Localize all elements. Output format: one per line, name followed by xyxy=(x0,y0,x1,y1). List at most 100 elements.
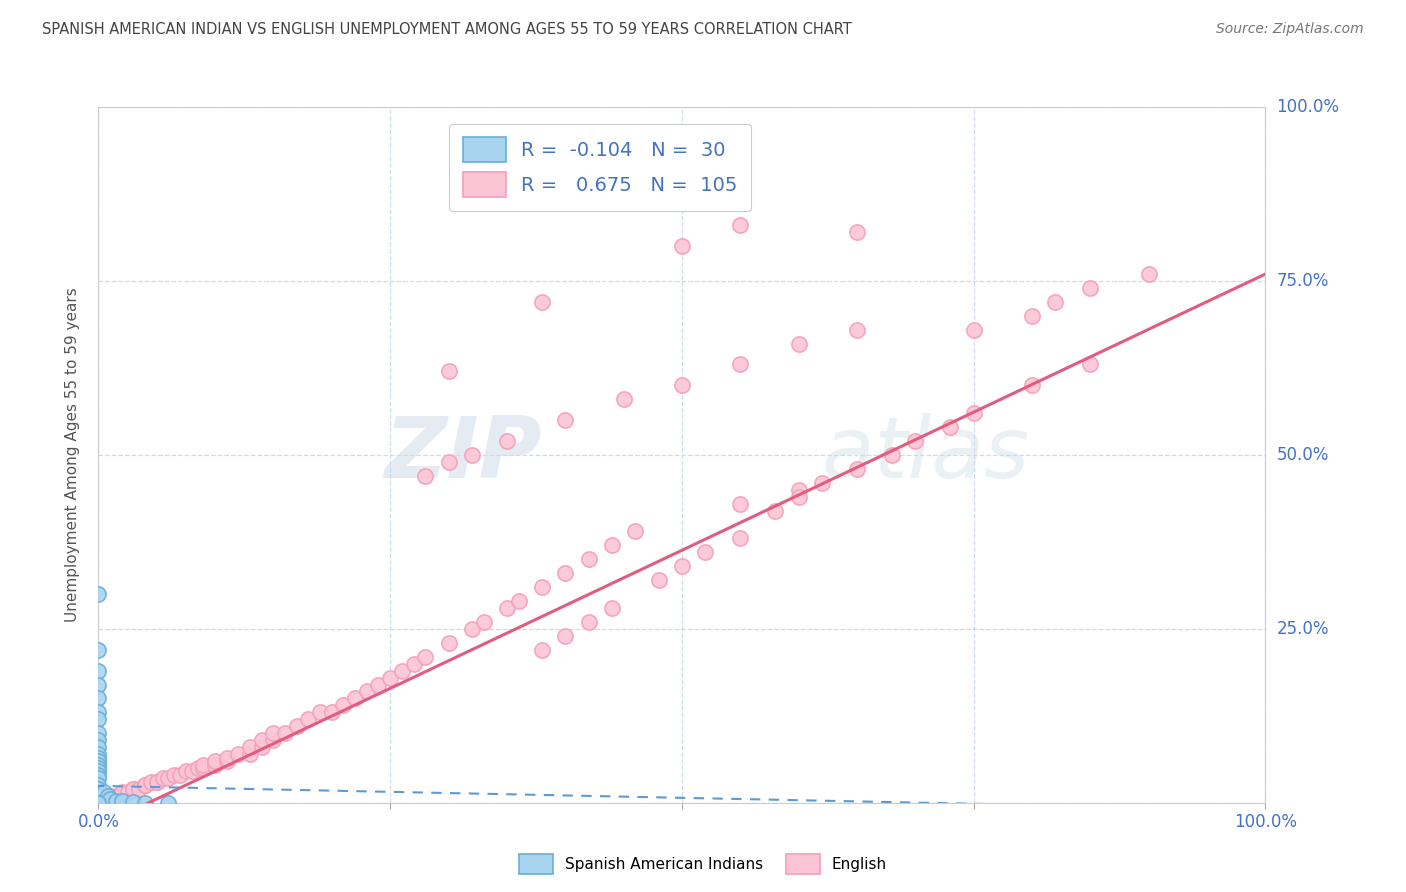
Point xyxy=(87,796,110,810)
Point xyxy=(309,706,332,720)
Point xyxy=(344,691,367,706)
Point xyxy=(250,740,273,755)
Point xyxy=(87,747,110,761)
Point xyxy=(87,796,110,810)
Point xyxy=(87,706,110,720)
Point xyxy=(413,468,436,483)
Point xyxy=(87,772,110,786)
Point xyxy=(87,664,110,678)
Point xyxy=(87,796,110,810)
Point xyxy=(845,323,868,337)
Point xyxy=(87,761,110,775)
Point xyxy=(98,790,121,805)
Point xyxy=(87,691,110,706)
Point xyxy=(413,649,436,664)
Point xyxy=(215,754,238,768)
Legend: R =  -0.104   N =  30, R =   0.675   N =  105: R = -0.104 N = 30, R = 0.675 N = 105 xyxy=(450,124,751,211)
Point xyxy=(122,781,145,796)
Point xyxy=(250,733,273,747)
Point xyxy=(239,747,262,761)
Point xyxy=(87,733,110,747)
Point xyxy=(437,364,460,378)
Point xyxy=(962,406,984,420)
Point xyxy=(104,789,127,803)
Point xyxy=(787,490,810,504)
Point xyxy=(530,580,553,594)
Point xyxy=(87,754,110,768)
Point xyxy=(730,358,752,372)
Point xyxy=(612,392,634,407)
Point xyxy=(437,636,460,650)
Point xyxy=(472,615,495,629)
Point xyxy=(187,761,209,775)
Point xyxy=(624,524,647,539)
Point xyxy=(1080,281,1102,295)
Point xyxy=(87,726,110,740)
Point xyxy=(578,615,600,629)
Point xyxy=(87,778,110,792)
Point xyxy=(1021,378,1043,392)
Point xyxy=(111,785,134,799)
Point xyxy=(402,657,425,671)
Text: 75.0%: 75.0% xyxy=(1277,272,1329,290)
Point xyxy=(204,754,226,768)
Point xyxy=(87,764,110,779)
Point xyxy=(93,796,115,810)
Point xyxy=(285,719,308,733)
Point xyxy=(128,781,150,796)
Y-axis label: Unemployment Among Ages 55 to 59 years: Unemployment Among Ages 55 to 59 years xyxy=(65,287,80,623)
Point xyxy=(356,684,378,698)
Point xyxy=(87,796,110,810)
Point xyxy=(274,726,297,740)
Point xyxy=(845,225,868,239)
Point xyxy=(117,785,139,799)
Point xyxy=(104,794,127,808)
Point xyxy=(1080,358,1102,372)
Point xyxy=(554,629,576,643)
Point xyxy=(87,781,110,796)
Point xyxy=(111,794,134,808)
Point xyxy=(239,740,262,755)
Point xyxy=(97,789,120,803)
Point xyxy=(87,757,110,772)
Point xyxy=(763,503,786,517)
Point xyxy=(1021,309,1043,323)
Point xyxy=(134,778,156,792)
Point xyxy=(554,566,576,581)
Point xyxy=(180,764,202,779)
Point xyxy=(146,775,169,789)
Point xyxy=(87,768,110,782)
Point xyxy=(87,750,110,764)
Point xyxy=(93,792,115,806)
Point xyxy=(297,712,319,726)
Point xyxy=(122,795,145,809)
Text: ZIP: ZIP xyxy=(384,413,541,497)
Point xyxy=(87,740,110,755)
Point xyxy=(787,336,810,351)
Point xyxy=(695,545,717,559)
Point xyxy=(262,726,284,740)
Point xyxy=(600,601,623,615)
Point xyxy=(332,698,354,713)
Point xyxy=(600,538,623,552)
Point xyxy=(1045,294,1067,309)
Point xyxy=(495,601,517,615)
Point xyxy=(152,772,174,786)
Point xyxy=(391,664,413,678)
Point xyxy=(461,448,484,462)
Point xyxy=(93,785,115,799)
Point xyxy=(321,706,343,720)
Point xyxy=(87,796,110,810)
Point xyxy=(174,764,197,779)
Point xyxy=(1137,267,1160,281)
Point xyxy=(939,420,962,434)
Point xyxy=(87,712,110,726)
Point xyxy=(122,781,145,796)
Point xyxy=(671,239,693,253)
Point xyxy=(647,573,669,587)
Point xyxy=(530,294,553,309)
Point xyxy=(845,462,868,476)
Point xyxy=(378,671,402,685)
Point xyxy=(157,772,180,786)
Text: 50.0%: 50.0% xyxy=(1277,446,1329,464)
